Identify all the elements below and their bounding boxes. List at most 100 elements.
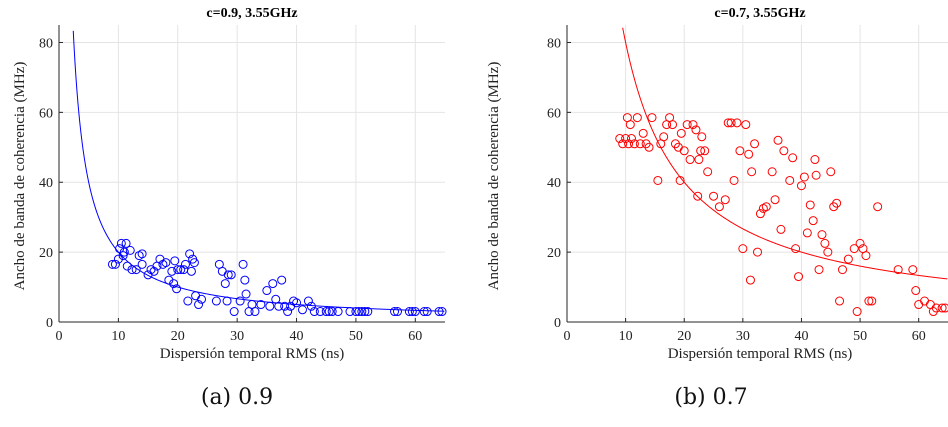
- data-point: [709, 191, 719, 201]
- scatter-chart-a: c=0.9, 3.55GHz 0 10 20 30 40 50 60 0 20 40 60 80 Di…: [12, 6, 447, 362]
- x-tick-label: 50: [349, 329, 363, 344]
- data-point: [268, 279, 278, 289]
- data-point: [121, 238, 131, 248]
- data-point: [407, 307, 417, 317]
- data-point: [753, 247, 762, 257]
- data-point: [873, 202, 883, 212]
- data-point: [852, 307, 862, 317]
- data-point: [849, 244, 859, 254]
- data-point: [767, 167, 777, 177]
- data-point: [357, 307, 367, 317]
- data-point: [283, 307, 293, 317]
- data-point: [169, 279, 179, 289]
- x-tick-label: 40: [794, 329, 808, 344]
- data-point: [776, 224, 786, 234]
- x-tick-label: 30: [230, 329, 244, 344]
- x-tick-label: 60: [912, 329, 926, 344]
- data-point: [333, 307, 343, 317]
- data-point: [186, 266, 196, 276]
- data-point: [720, 195, 730, 205]
- y-axis-label: Ancho de banda de coherencia (MHz): [12, 62, 28, 291]
- data-point: [696, 146, 706, 156]
- data-point: [327, 307, 337, 317]
- x-tick-label: 60: [408, 329, 422, 344]
- data-point: [250, 307, 260, 317]
- y-tick-label: 20: [39, 246, 53, 261]
- y-tick-label: 80: [39, 36, 53, 51]
- data-point: [297, 305, 307, 315]
- data-point: [810, 155, 820, 165]
- data-point: [229, 307, 239, 317]
- data-point: [796, 181, 806, 191]
- data-point: [127, 265, 137, 275]
- data-point: [682, 120, 692, 130]
- data-point: [817, 230, 827, 240]
- data-point: [277, 275, 287, 285]
- data-point: [226, 270, 236, 280]
- data-point: [920, 296, 930, 306]
- data-point: [292, 298, 302, 308]
- x-tick-label: 20: [171, 329, 185, 344]
- data-point: [826, 167, 836, 177]
- fit-curve: [72, 30, 445, 312]
- data-point: [185, 249, 195, 259]
- data-point: [256, 300, 266, 310]
- y-axis-label: Ancho de banda de coherencia (MHz): [486, 62, 502, 291]
- data-point: [691, 125, 701, 135]
- data-point: [173, 265, 183, 275]
- data-point: [625, 120, 635, 130]
- data-point: [404, 307, 414, 317]
- x-axis-label: Dispersión temporal RMS (ns): [668, 346, 853, 362]
- data-point: [110, 259, 120, 269]
- data-point: [303, 296, 313, 306]
- chart-title: c=0.9, 3.55GHz: [206, 6, 297, 21]
- data-point: [675, 175, 685, 185]
- figure-caption: (b) 0.7: [674, 385, 748, 410]
- y-tick-label: 0: [554, 316, 561, 331]
- data-point: [189, 258, 199, 268]
- data-point: [315, 307, 325, 317]
- data-point: [137, 259, 147, 269]
- data-point: [170, 256, 180, 266]
- data-point: [392, 307, 402, 317]
- data-point: [324, 307, 334, 317]
- data-point: [673, 142, 683, 152]
- data-point: [693, 191, 703, 201]
- data-point: [191, 291, 201, 301]
- data-point: [791, 244, 801, 254]
- data-point: [805, 200, 815, 210]
- x-tick-label: 20: [677, 329, 691, 344]
- y-tick-label: 0: [46, 316, 53, 331]
- data-point: [735, 146, 745, 156]
- data-point: [861, 251, 871, 261]
- data-point: [808, 216, 818, 226]
- data-point: [723, 118, 733, 128]
- data-point: [321, 307, 331, 317]
- chart-panel-b: c=0.7, 3.55GHz 0 10 20 30 40 50 60 0 20 40 60 80 Di…: [474, 0, 948, 427]
- data-point: [770, 195, 780, 205]
- data-point: [119, 247, 129, 257]
- data-point: [280, 301, 290, 311]
- data-point: [761, 202, 771, 212]
- data-point: [788, 153, 798, 163]
- scatter-chart-b: c=0.7, 3.55GHz 0 10 20 30 40 50 60 0 20 40 60 80 Di…: [486, 6, 948, 362]
- data-point: [363, 307, 373, 317]
- data-point: [262, 286, 272, 296]
- data-point: [235, 296, 245, 306]
- data-point: [779, 146, 789, 156]
- x-tick-label: 10: [619, 329, 633, 344]
- data-point: [137, 249, 147, 259]
- data-point: [928, 307, 938, 317]
- data-point: [855, 238, 865, 248]
- data-point: [832, 198, 842, 208]
- data-point: [211, 296, 221, 306]
- data-point: [125, 245, 135, 255]
- data-point: [732, 118, 742, 128]
- data-point: [238, 259, 248, 269]
- data-point: [744, 149, 754, 159]
- data-point: [814, 265, 824, 275]
- data-point: [422, 307, 432, 317]
- data-point: [635, 139, 645, 149]
- data-point: [180, 259, 190, 269]
- data-point: [621, 134, 631, 144]
